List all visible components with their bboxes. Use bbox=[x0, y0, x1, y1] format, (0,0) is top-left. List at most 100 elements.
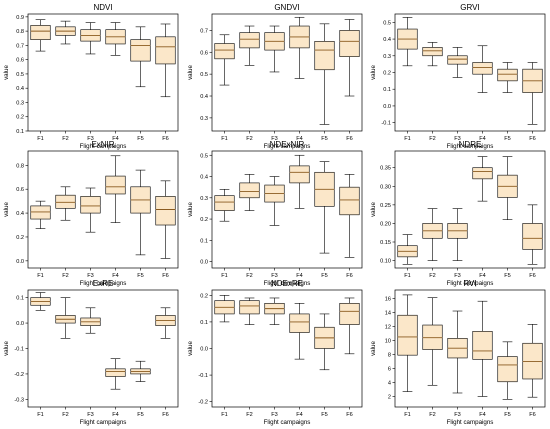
x-tick-label: F5 bbox=[504, 273, 511, 279]
box-f2 bbox=[239, 25, 260, 66]
x-tick-label: F3 bbox=[87, 412, 94, 418]
box-f6 bbox=[155, 23, 176, 98]
y-axis-label: value bbox=[3, 202, 10, 217]
y-tick-label: 12 bbox=[385, 324, 391, 330]
y-tick-label: 0.2 bbox=[16, 115, 24, 121]
box-f2 bbox=[239, 174, 260, 211]
box-f1 bbox=[397, 17, 418, 67]
x-tick-label: F6 bbox=[162, 412, 169, 418]
y-tick-label: 0.2 bbox=[16, 235, 24, 241]
x-tick-label: F1 bbox=[37, 412, 44, 418]
panel-rvi: RVI 2 4 6 8 10 12 14 16 F1 F2 F3 F4 F5 F6 Flight campai… bbox=[370, 279, 546, 426]
y-tick-label: 0.0 bbox=[16, 259, 24, 265]
box-f3 bbox=[264, 176, 285, 226]
x-tick-label: F5 bbox=[504, 412, 511, 418]
iqr-box bbox=[497, 68, 518, 82]
panel-exre: ExRE -0.3 -0.2 -0.1 0.0 0.1 F1 F2 F3 F4 F5 F6 Flight… bbox=[3, 279, 179, 426]
box-f5 bbox=[497, 341, 518, 400]
y-tick-label: -0.2 bbox=[14, 372, 24, 378]
box-f6 bbox=[522, 324, 543, 398]
x-tick-label: F1 bbox=[221, 136, 228, 142]
x-tick-label: F1 bbox=[404, 136, 411, 142]
panel-gndvi: GNDVI 0.3 0.4 0.5 0.6 0.7 F1 F2 F3 F4 F5 F6 Flight c… bbox=[187, 3, 363, 150]
iqr-box bbox=[105, 175, 126, 195]
iqr-box bbox=[55, 194, 76, 209]
y-tick-label: 0.9 bbox=[16, 15, 24, 21]
box-f1 bbox=[397, 294, 418, 392]
iqr-box bbox=[397, 314, 418, 356]
x-tick-label: F5 bbox=[137, 412, 144, 418]
plot-frame bbox=[27, 150, 179, 269]
box-f4 bbox=[289, 154, 310, 209]
x-tick-label: F6 bbox=[346, 273, 353, 279]
box-f4 bbox=[289, 16, 310, 79]
y-tick-label: 0.8 bbox=[16, 163, 24, 169]
box-f3 bbox=[80, 307, 101, 334]
box-f2 bbox=[422, 297, 443, 386]
x-tick-label: F5 bbox=[321, 273, 328, 279]
box-f3 bbox=[447, 208, 468, 261]
x-tick-label: F2 bbox=[246, 412, 253, 418]
iqr-box bbox=[289, 313, 310, 333]
x-tick-label: F2 bbox=[429, 136, 436, 142]
x-tick-label: F5 bbox=[321, 412, 328, 418]
y-tick-label: 0.25 bbox=[380, 203, 391, 209]
y-tick-label: 0.7 bbox=[200, 28, 208, 34]
panel-title: GNDVI bbox=[274, 3, 299, 12]
y-tick-label: 8 bbox=[388, 352, 391, 358]
panel-ndexnir: NDExNIR 0.0 0.1 0.2 0.3 0.4 0.5 F1 F2 F3 F4 F5 F6 Fli… bbox=[187, 140, 363, 287]
iqr-box bbox=[472, 62, 493, 75]
x-tick-label: F1 bbox=[221, 273, 228, 279]
x-tick-label: F4 bbox=[479, 273, 486, 279]
iqr-box bbox=[30, 205, 51, 220]
y-axis-label: value bbox=[370, 65, 377, 80]
panel-exnir: ExNIR 0.0 0.2 0.4 0.6 0.8 F1 F2 F3 F4 F5 F6 Flight c… bbox=[3, 140, 179, 287]
plot-frame bbox=[211, 289, 363, 408]
panel-ndre: NDRE 0.10 0.15 0.20 0.25 0.30 0.35 F1 F2 F3 F4 F5 F6… bbox=[370, 140, 546, 287]
box-f4 bbox=[472, 300, 493, 397]
y-axis-label: value bbox=[370, 341, 377, 356]
plot-frame bbox=[211, 150, 363, 269]
x-tick-label: F3 bbox=[271, 412, 278, 418]
y-tick-label: 0.7 bbox=[16, 43, 24, 49]
x-tick-label: F3 bbox=[271, 136, 278, 142]
x-tick-label: F2 bbox=[62, 273, 69, 279]
y-tick-label: -0.1 bbox=[14, 347, 24, 353]
x-tick-label: F2 bbox=[429, 273, 436, 279]
panel-title: NDExNIR bbox=[270, 140, 305, 149]
y-tick-label: 0.4 bbox=[383, 37, 391, 43]
iqr-box bbox=[155, 36, 176, 65]
box-f1 bbox=[214, 34, 235, 86]
x-tick-label: F1 bbox=[404, 412, 411, 418]
iqr-box bbox=[239, 182, 260, 199]
x-axis-label: Flight campaigns bbox=[80, 419, 127, 426]
iqr-box bbox=[339, 186, 360, 216]
y-tick-label: 0.3 bbox=[200, 116, 208, 122]
y-axis-label: value bbox=[3, 65, 10, 80]
x-tick-label: F4 bbox=[296, 136, 303, 142]
y-tick-label: 0.2 bbox=[383, 71, 391, 77]
box-f3 bbox=[447, 47, 468, 78]
iqr-box bbox=[214, 195, 235, 211]
box-f5 bbox=[314, 23, 335, 125]
y-tick-label: 0.30 bbox=[380, 184, 391, 190]
y-tick-label: 2 bbox=[388, 394, 391, 400]
panel-title: NDExRE bbox=[271, 279, 303, 288]
y-tick-label: 0.1 bbox=[383, 87, 391, 93]
y-tick-label: 0.0 bbox=[16, 321, 24, 327]
x-tick-label: F3 bbox=[454, 136, 461, 142]
iqr-box bbox=[314, 41, 335, 71]
iqr-box bbox=[130, 39, 151, 62]
box-f6 bbox=[522, 204, 543, 265]
x-tick-label: F6 bbox=[529, 136, 536, 142]
box-f5 bbox=[130, 169, 151, 256]
x-tick-label: F5 bbox=[321, 136, 328, 142]
box-f3 bbox=[447, 310, 468, 394]
panel-title: GRVI bbox=[460, 3, 479, 12]
y-tick-label: 0.3 bbox=[16, 100, 24, 106]
box-f4 bbox=[289, 302, 310, 360]
x-tick-label: F1 bbox=[404, 273, 411, 279]
y-tick-label: -0.1 bbox=[198, 373, 208, 379]
x-tick-label: F4 bbox=[112, 412, 119, 418]
